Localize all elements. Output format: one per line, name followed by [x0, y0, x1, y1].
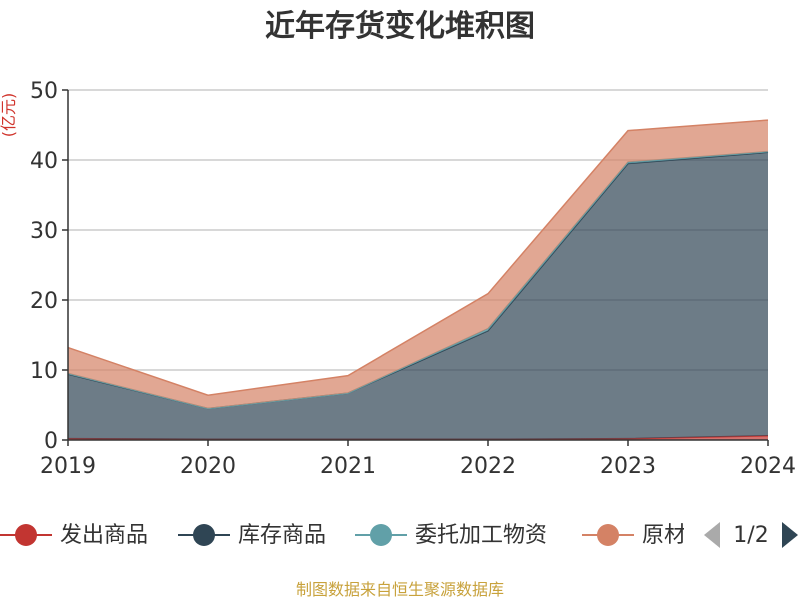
- x-tick-label: 2021: [320, 454, 376, 479]
- y-tick-label: 40: [30, 149, 58, 174]
- x-tick-label: 2023: [600, 454, 656, 479]
- legend-item-0[interactable]: 发出商品: [0, 523, 148, 548]
- legend-marker: [597, 524, 619, 546]
- legend-label: 原材: [642, 523, 686, 548]
- legend-item-1[interactable]: 库存商品: [178, 523, 326, 548]
- legend-label: 库存商品: [238, 523, 326, 548]
- legend-item-3[interactable]: 原材: [582, 523, 686, 548]
- triangle-left-icon[interactable]: [704, 522, 720, 548]
- x-tick-label: 2024: [740, 454, 796, 479]
- legend-pager: 1/2: [704, 522, 798, 548]
- legend-marker: [15, 524, 37, 546]
- legend-item-2[interactable]: 委托加工物资: [355, 523, 547, 548]
- x-tick-labels: 2019 2020 2021 2022 2023 2024: [40, 454, 796, 479]
- area-series-3: [68, 120, 768, 409]
- y-axis-unit-label: (亿元): [0, 93, 18, 138]
- y-tick-label: 30: [30, 219, 58, 244]
- legend-marker: [370, 524, 392, 546]
- y-tick-label: 0: [44, 429, 58, 454]
- legend-marker: [193, 524, 215, 546]
- chart-title: 近年存货变化堆积图: [265, 9, 535, 44]
- area-series-1: [68, 152, 768, 440]
- legend-page-indicator: 1/2: [733, 523, 768, 548]
- data-source-note: 制图数据来自恒生聚源数据库: [296, 580, 504, 599]
- y-tick-label: 20: [30, 289, 58, 314]
- x-tick-label: 2019: [40, 454, 96, 479]
- y-tick-label: 50: [30, 79, 58, 104]
- series-line-3: [67, 119, 769, 396]
- legend-label: 发出商品: [60, 523, 148, 548]
- x-tick-label: 2022: [460, 454, 516, 479]
- legend-label: 委托加工物资: [415, 523, 547, 548]
- axes: [62, 89, 769, 446]
- legend: 发出商品 库存商品 委托加工物资 原材 1/2: [0, 522, 798, 548]
- y-tick-labels: 0 10 20 30 40 50: [30, 79, 58, 454]
- x-tick-label: 2020: [180, 454, 236, 479]
- triangle-right-icon[interactable]: [782, 522, 798, 548]
- y-tick-label: 10: [30, 359, 58, 384]
- area-series: [67, 119, 769, 441]
